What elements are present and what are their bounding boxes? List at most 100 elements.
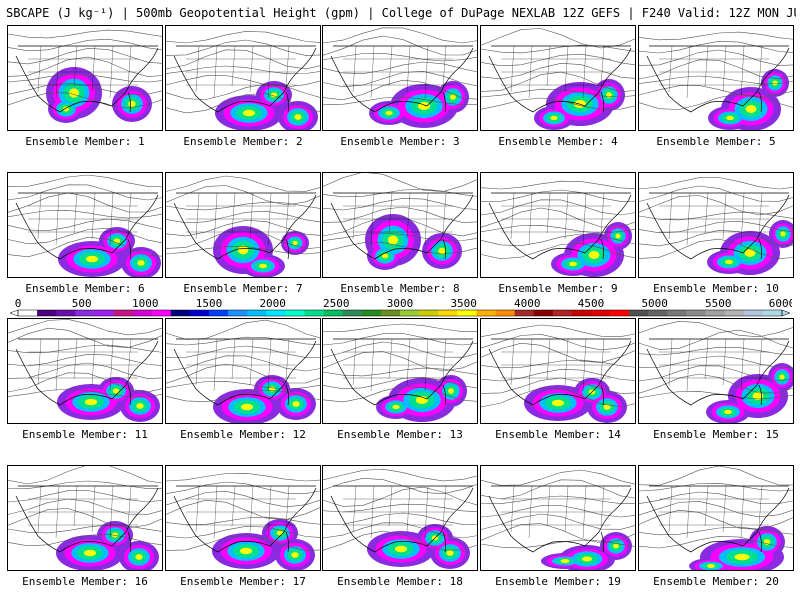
cape-shading (551, 222, 632, 277)
ensemble-map-panel (7, 25, 163, 131)
colorbar-swatch (132, 310, 152, 316)
map-borders (646, 338, 790, 406)
cape-shading (369, 81, 469, 128)
colorbar-tick-label: 2500 (323, 297, 350, 310)
ensemble-map-panel (165, 318, 321, 424)
ensemble-map-panel (165, 25, 321, 131)
map-borders (488, 45, 632, 113)
map-svg (323, 27, 477, 128)
ensemble-map-panel (165, 172, 321, 278)
ensemble-map-panel (7, 465, 163, 571)
colorbar-swatch (419, 310, 439, 316)
height-contours (481, 469, 635, 549)
ensemble-map-panel (638, 465, 794, 571)
ensemble-member-label: Ensemble Member: 6 (25, 282, 145, 295)
map-borders (488, 192, 632, 260)
map-svg (481, 28, 635, 130)
map-borders (15, 45, 159, 113)
colorbar-tick-label: 5000 (641, 297, 668, 310)
page-title: SBCAPE (J kg⁻¹) | 500mb Geopotential Hei… (6, 6, 796, 20)
cape-shading (706, 363, 793, 423)
map-svg (8, 319, 162, 422)
ensemble-map-panel (638, 25, 794, 131)
ensemble-member-label: Ensemble Member: 9 (498, 282, 618, 295)
map-borders (330, 192, 474, 260)
ensemble-map-panel (7, 172, 163, 278)
ensemble-map-panel (322, 318, 478, 424)
cape-shading (367, 524, 470, 569)
map-svg (323, 468, 477, 569)
map-borders (330, 45, 474, 113)
ensemble-member-label: Ensemble Member: 17 (180, 575, 306, 588)
colorbar-swatch (457, 310, 477, 316)
ensemble-member-label: Ensemble Member: 14 (495, 428, 621, 441)
map-borders (488, 338, 632, 406)
ensemble-map-panel (480, 465, 636, 571)
map-svg (166, 175, 320, 277)
colorbar-tick-label: 5500 (705, 297, 732, 310)
height-contours (639, 177, 793, 260)
cape-shading (524, 378, 627, 423)
map-borders (15, 338, 159, 406)
map-svg (166, 472, 320, 570)
ensemble-member-label: Ensemble Member: 10 (653, 282, 779, 295)
colorbar-tick-label: 0 (15, 297, 22, 310)
colorbar-swatch (533, 310, 554, 316)
cape-shading (57, 377, 160, 422)
colorbar-swatch (75, 310, 95, 316)
colorbar-tick-label: 3500 (450, 297, 477, 310)
cape-shading (58, 227, 161, 277)
colorbar-swatch (610, 310, 630, 316)
map-borders (488, 485, 632, 553)
ensemble-member-label: Ensemble Member: 16 (22, 575, 148, 588)
colorbar-swatch (323, 310, 343, 316)
colorbar-tick-label: 500 (72, 297, 92, 310)
map-borders (646, 45, 790, 113)
colorbar-swatch (495, 310, 515, 316)
colorbar-swatch (285, 310, 305, 316)
ensemble-member-label: Ensemble Member: 13 (337, 428, 463, 441)
map-borders (646, 192, 790, 260)
colorbar-tick-label: 4500 (578, 297, 605, 310)
height-contours (166, 319, 320, 403)
height-contours (8, 174, 162, 258)
ensemble-map-panel (480, 172, 636, 278)
colorbar-swatch (629, 310, 649, 316)
cape-shading (215, 81, 318, 130)
colorbar-swatch (705, 310, 725, 316)
ensemble-member-label: Ensemble Member: 7 (183, 282, 303, 295)
cape-shading (707, 220, 793, 275)
map-svg (323, 323, 477, 422)
map-svg (166, 30, 320, 130)
map-svg (481, 324, 635, 423)
height-contours (8, 319, 162, 398)
cape-colorbar: 0 500 1000 1500 2000 2500 3000 3500 4000 4500 5000… (8, 297, 792, 319)
map-borders (330, 338, 474, 406)
ensemble-member-label: Ensemble Member: 20 (653, 575, 779, 588)
colorbar-swatch (552, 310, 573, 316)
height-contours (639, 466, 793, 549)
ensemble-map-panel (480, 318, 636, 424)
map-borders (173, 192, 317, 260)
colorbar-swatch (113, 310, 133, 316)
map-svg (8, 174, 162, 277)
map-svg (639, 466, 793, 570)
colorbar-swatch (151, 310, 172, 316)
ensemble-member-label: Ensemble Member: 12 (180, 428, 306, 441)
map-svg (8, 29, 162, 123)
ensemble-member-label: Ensemble Member: 3 (340, 135, 460, 148)
map-borders (15, 485, 159, 553)
colorbar-swatch (56, 310, 76, 316)
cape-shading (46, 67, 152, 123)
map-svg (481, 180, 635, 277)
cape-shading (534, 79, 625, 130)
ensemble-map-panel (638, 172, 794, 278)
colorbar-swatch (228, 310, 248, 316)
colorbar-swatch (400, 310, 420, 316)
height-contours (639, 31, 793, 110)
colorbar-swatch (209, 310, 229, 316)
colorbar-tick-label: 1500 (196, 297, 223, 310)
ensemble-member-label: Ensemble Member: 4 (498, 135, 618, 148)
map-borders (330, 485, 474, 553)
colorbar-swatch (762, 310, 783, 316)
